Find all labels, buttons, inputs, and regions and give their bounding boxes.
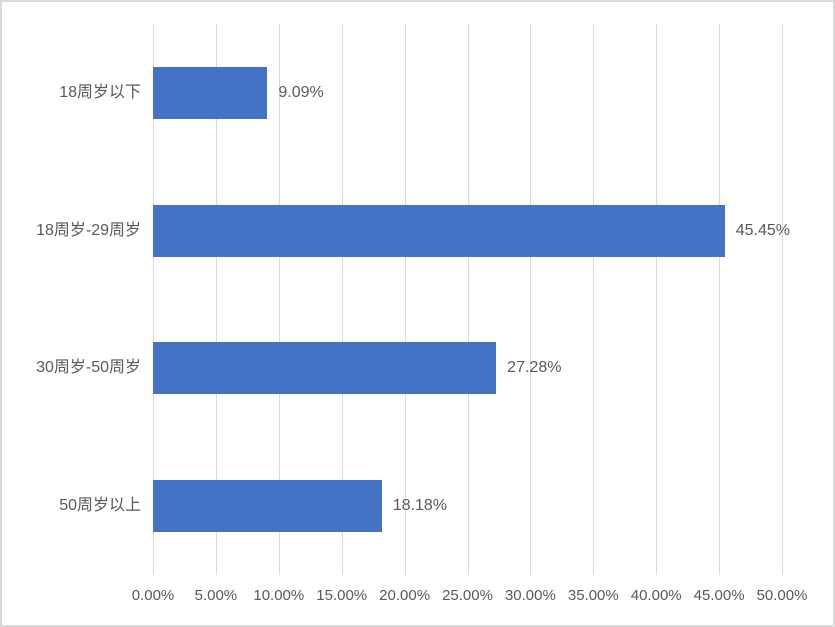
bar-50周岁以上[interactable] bbox=[153, 480, 382, 533]
gridline bbox=[719, 24, 721, 575]
gridline bbox=[656, 24, 658, 575]
bar-data-label: 18.18% bbox=[392, 497, 447, 515]
gridline bbox=[153, 24, 154, 575]
x-axis-tick-label: 25.00% bbox=[442, 587, 493, 604]
x-axis-tick-label: 40.00% bbox=[630, 587, 682, 604]
gridline bbox=[278, 24, 280, 575]
y-axis-category-label: 30周岁-50周岁 bbox=[36, 359, 141, 377]
bar-data-label: 27.28% bbox=[507, 359, 562, 377]
x-axis-tick-label: 5.00% bbox=[194, 587, 238, 604]
gridline bbox=[341, 24, 343, 575]
gridline bbox=[404, 24, 406, 575]
y-axis-category-label: 18周岁-29周岁 bbox=[36, 221, 141, 239]
x-axis-tick-label: 10.00% bbox=[253, 587, 305, 604]
y-axis-category-label: 50周岁以上 bbox=[59, 497, 141, 515]
gridline bbox=[215, 24, 217, 575]
gridline bbox=[782, 24, 783, 575]
y-axis-category-label: 18周岁以下 bbox=[59, 83, 141, 101]
bar-data-label: 45.45% bbox=[735, 221, 791, 239]
gridline bbox=[593, 24, 595, 575]
bar-18周岁以下[interactable] bbox=[153, 66, 268, 119]
x-axis-tick-label: 35.00% bbox=[567, 587, 619, 604]
gridline bbox=[467, 24, 469, 575]
x-axis-tick-label: 15.00% bbox=[316, 587, 368, 604]
bar-data-label: 9.09% bbox=[278, 83, 324, 101]
x-axis-tick-label: 20.00% bbox=[379, 587, 431, 604]
x-axis-tick-label: 50.00% bbox=[756, 587, 808, 604]
x-axis-tick-label: 0.00% bbox=[131, 587, 175, 604]
gridline bbox=[530, 24, 532, 575]
x-axis-tick-label: 45.00% bbox=[693, 587, 745, 604]
x-axis-tick-label: 30.00% bbox=[504, 587, 556, 604]
bar-30周岁-50周岁[interactable] bbox=[153, 342, 497, 395]
bar-18周岁-29周岁[interactable] bbox=[153, 204, 725, 257]
